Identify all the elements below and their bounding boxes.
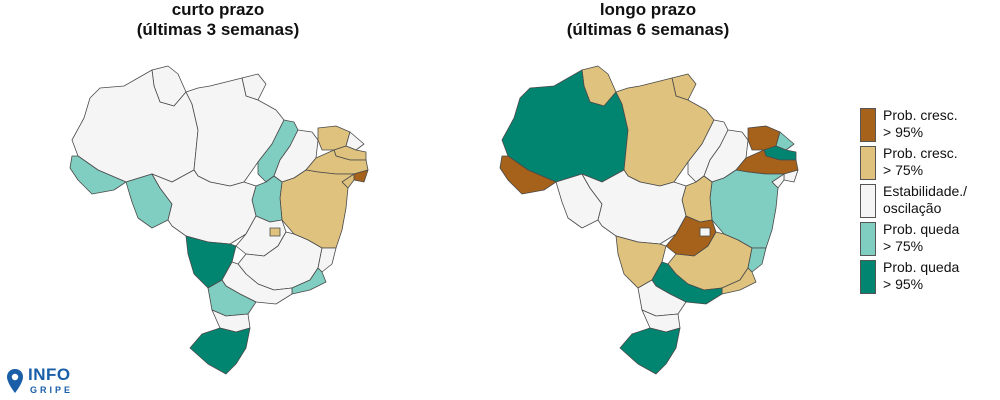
legend-item-estavel: Estabilidade./ oscilação [860, 183, 998, 220]
state-es [747, 247, 767, 273]
short-term-title: curto prazo [171, 0, 265, 19]
legend-swatch-estavel [860, 184, 876, 218]
legend-label-line2: > 95% [883, 276, 924, 292]
legend-label-line1: Prob. queda [883, 259, 960, 275]
legend-item-cresc95: Prob. cresc. > 95% [860, 107, 998, 144]
legend-label-line2: > 95% [883, 124, 924, 140]
legend-label-line2: oscilação [883, 200, 942, 216]
legend-swatch-cresc75 [860, 146, 876, 180]
state-ac [499, 155, 557, 195]
legend: Prob. cresc. > 95% Prob. cresc. > 75% Es… [860, 107, 998, 297]
legend-swatch-queda95 [860, 260, 876, 294]
legend-label-line1: Estabilidade./ [883, 183, 968, 199]
infogripe-logo: INFO GRIPE [6, 366, 86, 398]
state-rs [189, 327, 251, 375]
state-ba [279, 169, 355, 249]
state-es [317, 247, 337, 273]
state-rs [619, 327, 681, 375]
legend-label-line1: Prob. queda [883, 221, 960, 237]
legend-swatch-queda75 [860, 222, 876, 256]
long-term-title: longo prazo [599, 0, 697, 19]
legend-item-cresc75: Prob. cresc. > 75% [860, 145, 998, 182]
state-to [681, 175, 713, 223]
state-df [699, 227, 711, 237]
long-term-map-title: longo prazo (últimas 6 semanas) [548, 0, 748, 40]
legend-label-line2: > 75% [883, 162, 924, 178]
legend-label-line2: > 75% [883, 238, 924, 254]
long-term-subtitle: (últimas 6 semanas) [566, 20, 730, 39]
legend-item-queda95: Prob. queda > 95% [860, 259, 998, 296]
map-pin-icon [7, 369, 23, 393]
state-df [269, 227, 281, 237]
short-term-brazil-map [69, 65, 369, 375]
legend-swatch-cresc95 [860, 108, 876, 142]
short-term-subtitle: (últimas 3 semanas) [136, 20, 300, 39]
short-term-map-title: curto prazo (últimas 3 semanas) [118, 0, 318, 40]
state-ba [709, 169, 785, 249]
state-ac [69, 155, 127, 195]
legend-item-queda75: Prob. queda > 75% [860, 221, 998, 258]
state-to [251, 175, 283, 223]
legend-label-line1: Prob. cresc. [883, 145, 958, 161]
long-term-brazil-map [499, 65, 799, 375]
logo-text-bottom: GRIPE [30, 385, 74, 395]
legend-label-line1: Prob. cresc. [883, 107, 958, 123]
logo-text-top: INFO [28, 365, 71, 384]
